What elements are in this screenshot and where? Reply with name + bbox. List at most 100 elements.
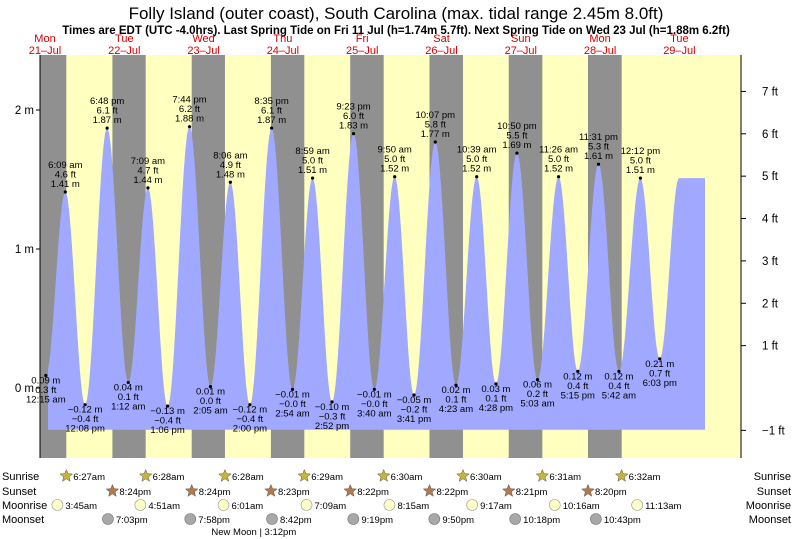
tide-point <box>165 404 170 408</box>
sunset-time: 8:20pm <box>595 487 627 498</box>
tide-point <box>330 400 334 404</box>
tide-label: 1.51 m <box>626 165 655 176</box>
tide-label: 4.9 ft <box>220 160 241 171</box>
tide-label: 1.51 m <box>298 165 327 176</box>
tide-label: −0.01 m <box>357 389 392 400</box>
moonset-time: 10:43pm <box>604 515 641 526</box>
tide-label: 5.0 ft <box>384 154 405 165</box>
day-date: 27–Jul <box>505 45 537 57</box>
tide-label: 12:15 am <box>26 394 66 405</box>
day-name: Fri <box>356 33 369 45</box>
day-name: Wed <box>192 33 214 45</box>
tide-point <box>105 126 109 130</box>
tide-label: 4:23 am <box>439 404 473 415</box>
tide-point <box>475 175 479 179</box>
axes: 0 m 1 m 2 m −1 ft 1 ft 2 ft 3 ft 4 ft 5 ft 6 ft 7 … <box>15 55 786 458</box>
tide-label: 0.2 ft <box>527 389 548 400</box>
tide-label: −0.0 ft <box>361 399 388 410</box>
tide-label: 5.0 ft <box>302 156 323 167</box>
tide-label: −0.4 ft <box>237 414 264 425</box>
moonset-time: 7:03pm <box>116 515 148 526</box>
sunrise-time: 6:30am <box>391 472 423 483</box>
moonset-time: 9:19pm <box>361 515 393 526</box>
sunrise-time: 6:28am <box>232 472 264 483</box>
moonrise-time: 6:01am <box>231 501 263 512</box>
day-date: 25–Jul <box>346 45 378 57</box>
tide-label: 7:44 pm <box>172 95 206 106</box>
tide-label: 6:03 pm <box>643 378 677 389</box>
tide-point <box>269 126 274 130</box>
tide-label: 1:12 am <box>111 401 145 412</box>
sunrise-time: 6:32am <box>629 472 661 483</box>
left-tick-label: 1 m <box>15 244 34 256</box>
tide-label: 0.1 ft <box>118 392 139 403</box>
tide-label: 1.52 m <box>462 164 491 175</box>
day-headers: Mon21–JulTue22–JulWed23–JulThu24–JulFri2… <box>29 33 696 57</box>
tide-point <box>83 403 87 407</box>
day-name: Sun <box>511 33 531 45</box>
tide-label: 8:35 pm <box>254 96 288 107</box>
tide-label: 6.1 ft <box>97 106 118 117</box>
row-label-sunset: Sunset <box>2 486 36 498</box>
tide-point <box>596 162 601 166</box>
moonrise-icon <box>383 499 396 511</box>
tide-label: 2:00 pm <box>233 424 267 435</box>
tide-label: −0.3 ft <box>319 411 346 422</box>
sunrise-time: 6:27am <box>73 472 105 483</box>
row-label-moonset: Moonset <box>2 514 44 526</box>
sunset-icon <box>343 483 358 497</box>
moonset-time: 10:18pm <box>523 515 560 526</box>
tide-label: 5.0 ft <box>630 156 651 167</box>
tide-label: −0.13 m <box>150 406 185 417</box>
tide-point <box>412 393 416 397</box>
sunset-time: 8:23pm <box>278 487 310 498</box>
day-date: 26–Jul <box>425 45 457 57</box>
tide-label: 1.87 m <box>257 115 286 126</box>
sunrise-icon <box>297 468 312 482</box>
right-tick-label: 2 ft <box>762 298 779 310</box>
tide-label: 1.87 m <box>93 115 122 126</box>
tide-label: −0.01 m <box>275 389 310 400</box>
moonset-icon <box>347 513 360 525</box>
tide-label: 0.01 m <box>196 387 225 398</box>
row-label-sunrise: Sunrise <box>2 471 39 483</box>
tide-label: 5:03 am <box>520 399 554 410</box>
left-tick-label: 0 m <box>15 383 34 395</box>
tide-label: 1.52 m <box>380 164 409 175</box>
tide-label: 2:05 am <box>193 406 227 417</box>
axis-strip <box>738 55 741 458</box>
tide-label: 0.06 m <box>523 380 552 391</box>
right-tick-label: 7 ft <box>762 86 779 98</box>
tide-label: 5.5 ft <box>506 131 527 142</box>
tide-label: −0.12 m <box>233 405 268 416</box>
left-tick-label: 2 m <box>15 105 34 117</box>
tide-point <box>658 357 662 361</box>
sunrise-icon <box>218 468 232 482</box>
tide-label: −0.12 m <box>68 405 103 416</box>
moonset-icon <box>266 513 278 525</box>
right-tick-label: 5 ft <box>762 171 779 183</box>
day-name: Mon <box>34 33 55 45</box>
sunset-icon <box>422 483 437 497</box>
tide-label: 12:08 pm <box>65 424 105 435</box>
tide-label: 11:31 pm <box>579 132 618 143</box>
tide-point <box>433 140 437 144</box>
tide-point <box>208 385 213 389</box>
day-date: 22–Jul <box>108 45 140 57</box>
tide-point <box>228 180 232 184</box>
tide-point <box>515 151 519 155</box>
moonset-time: 7:58pm <box>198 515 230 526</box>
tide-label: 4:28 pm <box>479 403 513 414</box>
tide-label: 6:09 am <box>48 160 82 171</box>
sunrise-time: 6:28am <box>153 472 185 483</box>
row-label-sunset-right: Sunset <box>757 486 791 498</box>
tide-label: 8:59 am <box>295 146 329 157</box>
sunset-time: 8:22pm <box>357 487 389 498</box>
moonrise-time: 4:51am <box>148 501 180 512</box>
tide-label: 1.52 m <box>544 164 573 175</box>
tide-label: 5.0 ft <box>548 154 569 165</box>
tide-label: 1.83 m <box>339 121 368 132</box>
moonrise-icon <box>217 499 230 511</box>
tide-point <box>535 378 540 382</box>
